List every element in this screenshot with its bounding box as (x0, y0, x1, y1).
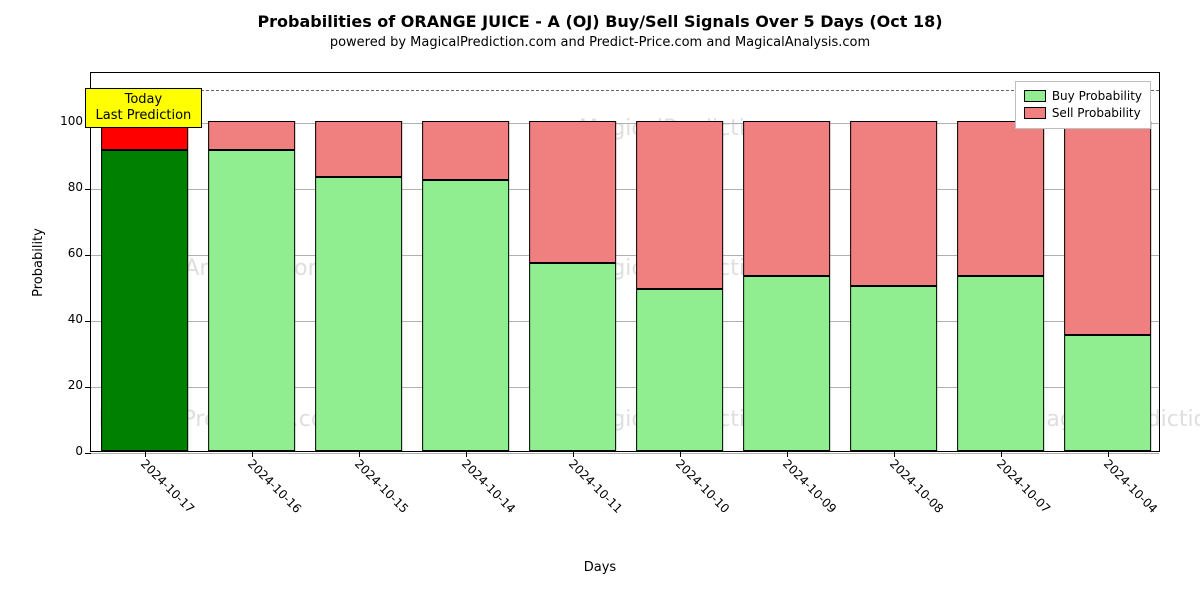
xtick-mark (787, 451, 788, 457)
bar-stack (636, 121, 724, 451)
bar-seg-buy (850, 286, 938, 451)
ytick-label: 60 (68, 246, 83, 260)
bar-seg-sell (957, 121, 1045, 276)
xtick-mark (680, 451, 681, 457)
bar-stack (101, 121, 189, 451)
ytick-mark (85, 453, 91, 454)
xtick-mark (573, 451, 574, 457)
bar-seg-sell (1064, 121, 1152, 336)
annotation-line-2: Last Prediction (96, 108, 192, 124)
bar-seg-sell (208, 121, 296, 151)
bar-stack (743, 121, 831, 451)
xtick-label: 2024-10-17 (137, 457, 196, 516)
xtick-mark (466, 451, 467, 457)
bar-seg-buy (315, 177, 403, 451)
xtick-label: 2024-10-07 (993, 457, 1052, 516)
bar-slot: 2024-10-17 (91, 73, 198, 451)
xtick-label: 2024-10-11 (565, 457, 624, 516)
ytick-label: 80 (68, 180, 83, 194)
y-axis-label: Probability (28, 72, 48, 452)
xtick-label: 2024-10-08 (886, 457, 945, 516)
bar-slot: 2024-10-11 (519, 73, 626, 451)
bar-group: 2024-10-172024-10-162024-10-152024-10-14… (91, 73, 1159, 451)
xtick-label: 2024-10-15 (351, 457, 410, 516)
chart-subtitle: powered by MagicalPrediction.com and Pre… (0, 31, 1200, 50)
bar-slot: 2024-10-10 (626, 73, 733, 451)
bar-seg-buy (101, 150, 189, 451)
legend-swatch-sell (1024, 107, 1046, 119)
legend-item-sell: Sell Probability (1024, 105, 1142, 122)
xtick-mark (894, 451, 895, 457)
xtick-label: 2024-10-04 (1100, 457, 1159, 516)
ytick-mark (85, 189, 91, 190)
legend-label-sell: Sell Probability (1052, 105, 1141, 122)
bar-seg-buy (957, 276, 1045, 451)
x-axis-label: Days (0, 560, 1200, 575)
bar-stack (315, 121, 403, 451)
ytick-mark (85, 387, 91, 388)
legend-swatch-buy (1024, 90, 1046, 102)
bar-seg-buy (743, 276, 831, 451)
legend: Buy Probability Sell Probability (1015, 81, 1151, 129)
ytick-label: 40 (68, 312, 83, 326)
plot-wrap: MagicalAnalysis.comMagicalPrediction.com… (90, 72, 1160, 452)
bar-slot: 2024-10-07 (947, 73, 1054, 451)
xtick-mark (145, 451, 146, 457)
bar-seg-sell (743, 121, 831, 276)
bar-stack (529, 121, 617, 451)
today-annotation: Today Last Prediction (85, 88, 203, 129)
xtick-mark (252, 451, 253, 457)
bar-seg-sell (529, 121, 617, 263)
bar-stack (422, 121, 510, 451)
bar-seg-buy (636, 289, 724, 451)
bar-slot: 2024-10-16 (198, 73, 305, 451)
xtick-mark (359, 451, 360, 457)
bar-slot: 2024-10-14 (412, 73, 519, 451)
bar-seg-buy (422, 180, 510, 451)
bar-seg-sell (315, 121, 403, 177)
ytick-label: 0 (75, 444, 83, 458)
bar-seg-sell (850, 121, 938, 286)
chart-container: Probabilities of ORANGE JUICE - A (OJ) B… (0, 0, 1200, 600)
bar-seg-buy (208, 150, 296, 451)
xtick-label: 2024-10-16 (244, 457, 303, 516)
xtick-label: 2024-10-14 (458, 457, 517, 516)
bar-stack (850, 121, 938, 451)
bar-slot: 2024-10-15 (305, 73, 412, 451)
bar-stack (208, 121, 296, 451)
bar-stack (1064, 121, 1152, 451)
annotation-line-1: Today (96, 92, 192, 108)
bar-slot: 2024-10-09 (733, 73, 840, 451)
bar-slot: 2024-10-08 (840, 73, 947, 451)
bar-seg-buy (1064, 335, 1152, 451)
legend-label-buy: Buy Probability (1052, 88, 1142, 105)
xtick-mark (1001, 451, 1002, 457)
xtick-mark (1108, 451, 1109, 457)
xtick-label: 2024-10-09 (779, 457, 838, 516)
bar-seg-sell (636, 121, 724, 290)
legend-item-buy: Buy Probability (1024, 88, 1142, 105)
ytick-label: 20 (68, 378, 83, 392)
xtick-label: 2024-10-10 (672, 457, 731, 516)
plot-area: MagicalAnalysis.comMagicalPrediction.com… (90, 72, 1160, 452)
ytick-mark (85, 321, 91, 322)
bar-seg-sell (422, 121, 510, 180)
bar-stack (957, 121, 1045, 451)
ytick-label: 100 (60, 114, 83, 128)
ytick-mark (85, 255, 91, 256)
chart-title: Probabilities of ORANGE JUICE - A (OJ) B… (0, 0, 1200, 31)
bar-seg-buy (529, 263, 617, 451)
bar-slot: 2024-10-04 (1054, 73, 1161, 451)
